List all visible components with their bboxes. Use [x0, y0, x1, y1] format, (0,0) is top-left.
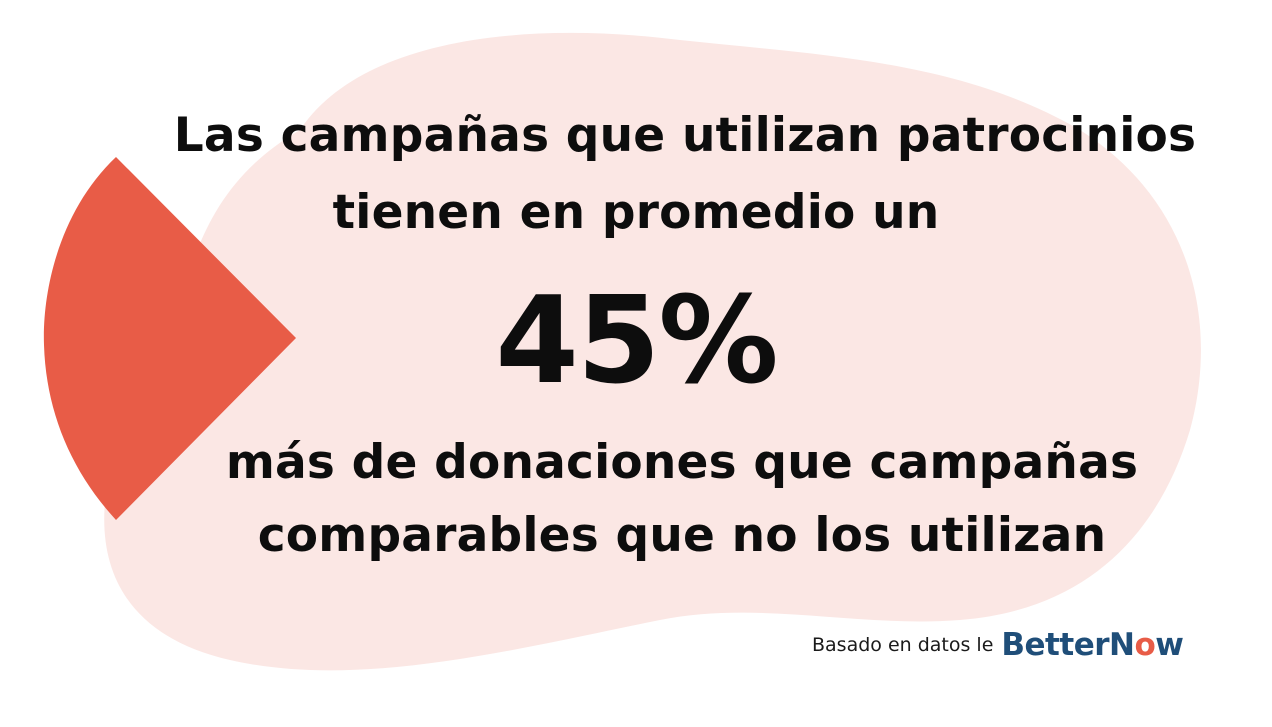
subtext-line-1: más de donaciones que campañas: [225, 435, 1139, 490]
stat-value: 45%: [495, 272, 778, 411]
headline-line-2: tienen en promedio un: [332, 185, 940, 240]
source-credit: Basado en datos le Better N o w: [812, 622, 1184, 668]
logo-text-o: o: [1134, 627, 1156, 663]
red-wedge: [43, 157, 297, 520]
pink-blob: [104, 32, 1201, 671]
logo-text-better: Better: [1001, 627, 1110, 663]
logo-text-n: N: [1109, 627, 1135, 663]
credit-text: Basado en datos le: [812, 634, 994, 656]
headline-line-1: Las campañas que utilizan patrocinios: [173, 108, 1197, 163]
subtext-line-2: comparables que no los utilizan: [257, 508, 1107, 563]
betternow-logo: Better N o w: [1001, 627, 1184, 663]
logo-text-w: w: [1155, 627, 1184, 663]
